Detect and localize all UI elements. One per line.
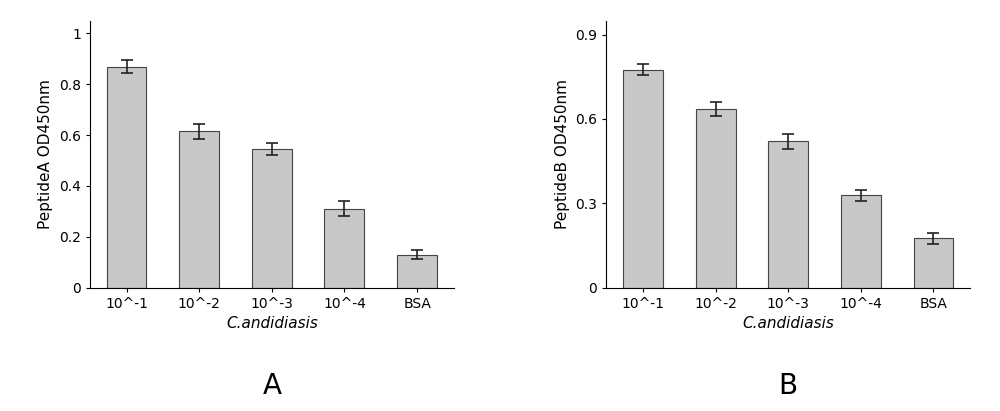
Bar — [179, 131, 219, 288]
Y-axis label: PeptideA OD450nm: PeptideA OD450nm — [38, 79, 53, 229]
Bar — [623, 70, 663, 288]
Bar — [841, 196, 881, 288]
Bar — [107, 67, 146, 288]
Bar — [768, 141, 808, 288]
Y-axis label: PeptideB OD450nm: PeptideB OD450nm — [555, 79, 570, 229]
X-axis label: C.andidiasis: C.andidiasis — [226, 316, 318, 331]
Bar — [696, 109, 736, 288]
Bar — [397, 255, 437, 288]
Bar — [324, 209, 364, 288]
Text: B: B — [779, 372, 798, 400]
Bar — [914, 238, 953, 288]
Text: A: A — [262, 372, 281, 400]
Bar — [252, 149, 292, 288]
X-axis label: C.andidiasis: C.andidiasis — [742, 316, 834, 331]
